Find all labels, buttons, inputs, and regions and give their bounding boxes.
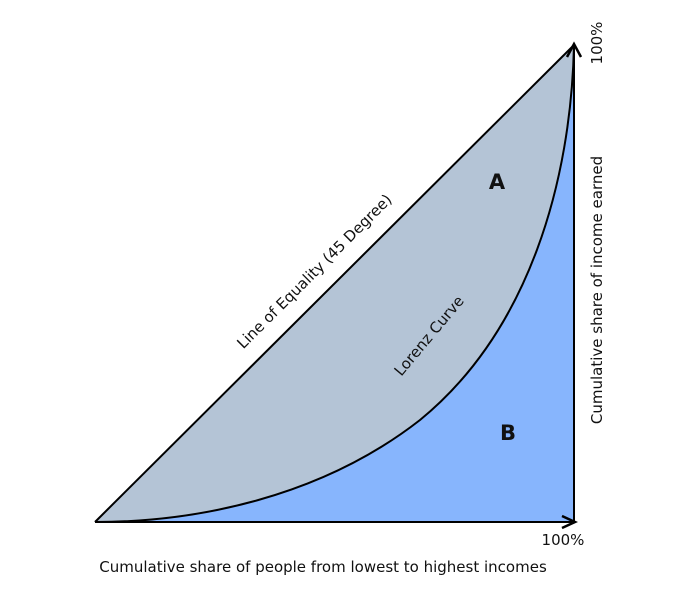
region-b-label: B <box>500 421 516 445</box>
region-a-label: A <box>489 170 506 194</box>
line-of-equality <box>94 44 575 523</box>
x-axis-label: Cumulative share of people from lowest t… <box>99 558 547 576</box>
y-axis-label: Cumulative share of income earned <box>588 156 606 424</box>
lorenz-curve <box>94 44 575 523</box>
x-axis-max-label: 100% <box>542 531 585 549</box>
y-axis-arrow-icon <box>565 41 583 58</box>
region-b-area <box>95 45 574 522</box>
y-axis-max-label: 100% <box>588 22 606 65</box>
